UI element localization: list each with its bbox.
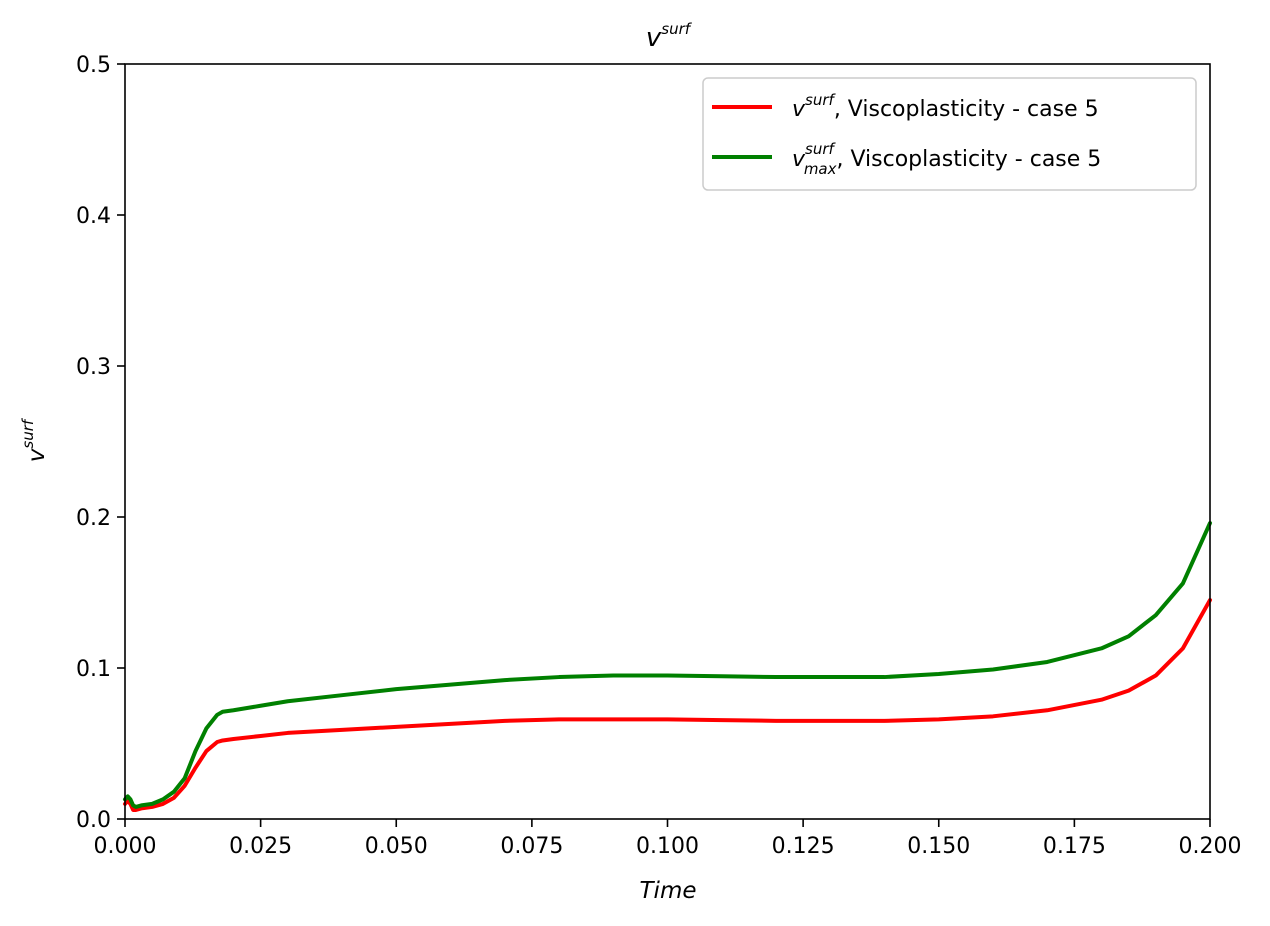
- series-line-0: [123, 598, 1212, 812]
- y-tick-label: 0.5: [76, 53, 111, 78]
- x-tick-label: 0.150: [907, 834, 970, 859]
- x-axis-label: Time: [640, 878, 697, 904]
- y-tick-label: 0.1: [76, 657, 111, 682]
- y-tick-label: 0.0: [76, 808, 111, 833]
- legend-box: [702, 77, 1197, 191]
- x-tick-label: 0.175: [1043, 834, 1106, 859]
- y-tick-label: 0.2: [76, 506, 111, 531]
- x-tick-label: 0.000: [94, 834, 157, 859]
- x-tick-label: 0.050: [365, 834, 428, 859]
- chart-title: vsurf: [646, 20, 693, 53]
- x-tick-label: 0.100: [636, 834, 699, 859]
- y-axis-label: vsurf: [19, 417, 50, 462]
- x-axis-ticks: 0.000 0.025 0.050 0.075 0.100 0.125 0.150 0.175…: [94, 819, 1242, 859]
- series-line-1: [123, 521, 1212, 809]
- y-axis-ticks: 0.0 0.1 0.2 0.3 0.4 0.5: [76, 53, 125, 833]
- x-tick-label: 0.125: [772, 834, 835, 859]
- x-tick-label: 0.200: [1179, 834, 1242, 859]
- series-layer: [123, 521, 1212, 812]
- legend-entry-v-surf: vsurf, Viscoplasticity - case 5: [792, 91, 1099, 122]
- x-tick-label: 0.075: [500, 834, 563, 859]
- legend-entry-v-max-surf: vsurf max, Viscoplasticity - case 5: [792, 140, 1101, 178]
- y-tick-label: 0.3: [76, 355, 111, 380]
- x-tick-label: 0.025: [229, 834, 292, 859]
- legend: vsurf, Viscoplasticity - case 5 vsurf max…: [702, 77, 1197, 191]
- y-tick-label: 0.4: [76, 204, 111, 229]
